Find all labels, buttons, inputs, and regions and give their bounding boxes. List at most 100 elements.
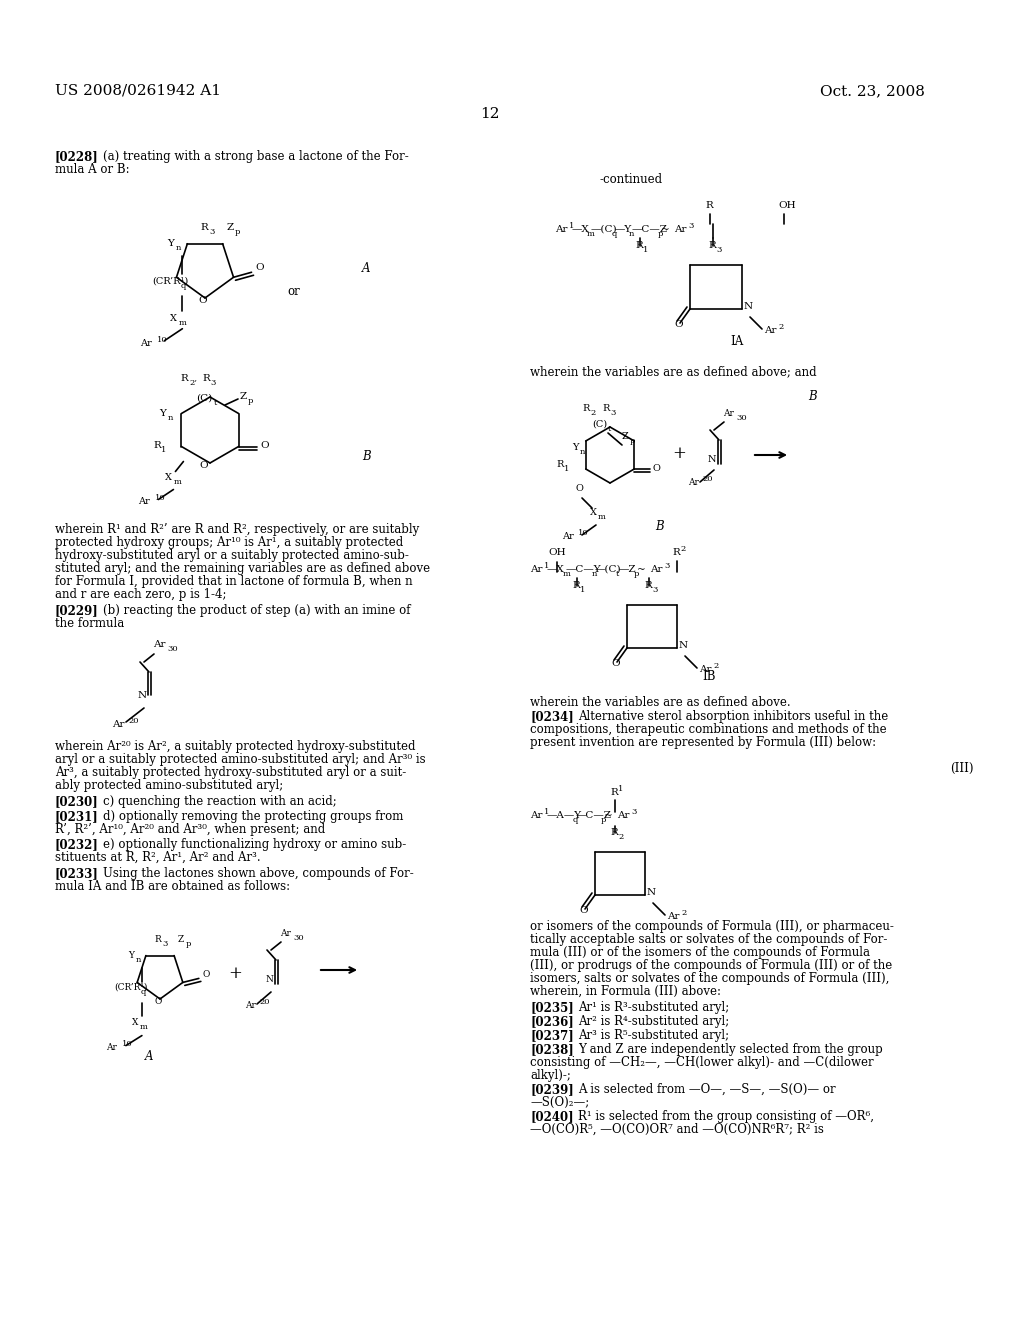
Text: or isomers of the compounds of Formula (III), or pharmaceu-: or isomers of the compounds of Formula (… [530,920,894,933]
Text: 1: 1 [643,246,648,253]
Text: X: X [166,473,172,482]
Text: -continued: -continued [600,173,664,186]
Text: compositions, therapeutic combinations and methods of the: compositions, therapeutic combinations a… [530,723,887,737]
Text: N: N [265,975,272,983]
Text: R: R [610,828,617,837]
Text: 2: 2 [681,909,686,917]
Text: (b) reacting the product of step (a) with an imine of: (b) reacting the product of step (a) wit… [103,605,411,616]
Text: O: O [652,465,660,473]
Text: Ar: Ar [723,409,734,418]
Text: Z: Z [178,935,184,944]
Text: (C): (C) [196,393,212,403]
Text: [0237]: [0237] [530,1030,573,1041]
Text: 3: 3 [631,808,636,816]
Text: 3: 3 [664,562,670,570]
Text: R: R [582,404,590,413]
Text: O: O [575,484,584,492]
Text: Ar³ is R⁵-substituted aryl;: Ar³ is R⁵-substituted aryl; [578,1030,729,1041]
Text: Ar: Ar [764,326,776,335]
Text: —X: —X [572,224,590,234]
Text: 10: 10 [158,335,168,343]
Text: m: m [563,570,570,578]
Text: [0231]: [0231] [55,810,98,822]
Text: Ar² is R⁴-substituted aryl;: Ar² is R⁴-substituted aryl; [578,1015,729,1028]
Text: —Y: —Y [615,224,632,234]
Text: 30: 30 [736,414,746,422]
Text: Ar: Ar [280,929,291,939]
Text: A: A [145,1049,154,1063]
Text: [0229]: [0229] [55,605,98,616]
Text: mula A or B:: mula A or B: [55,162,130,176]
Text: R¹ is selected from the group consisting of —OR⁶,: R¹ is selected from the group consisting… [578,1110,874,1123]
Text: R: R [202,374,210,383]
Text: n: n [580,447,586,455]
Text: R: R [556,459,563,469]
Text: wherein the variables are as defined above.: wherein the variables are as defined abo… [530,696,791,709]
Text: N: N [708,455,717,465]
Text: Ar: Ar [530,810,543,820]
Text: (a) treating with a strong base a lactone of the For-: (a) treating with a strong base a lacton… [103,150,409,162]
Text: Ar³, a suitably protected hydroxy-substituted aryl or a suit-: Ar³, a suitably protected hydroxy-substi… [55,766,407,779]
Text: [0230]: [0230] [55,795,98,808]
Text: 1: 1 [618,785,624,793]
Text: t: t [616,570,620,578]
Text: mula IA and IB are obtained as follows:: mula IA and IB are obtained as follows: [55,880,290,894]
Text: R: R [635,242,643,249]
Text: —C—Z: —C—Z [575,810,612,820]
Text: n: n [136,956,141,964]
Text: hydroxy-substituted aryl or a suitably protected amino-sub-: hydroxy-substituted aryl or a suitably p… [55,549,409,562]
Text: m: m [178,318,186,327]
Text: 2’: 2’ [189,379,197,387]
Text: IA: IA [730,335,743,348]
Text: Ar: Ar [699,665,712,675]
Text: wherein the variables are as defined above; and: wherein the variables are as defined abo… [530,366,816,378]
Text: B: B [362,450,371,463]
Text: stituted aryl; and the remaining variables are as defined above: stituted aryl; and the remaining variabl… [55,562,430,576]
Text: 3: 3 [162,940,168,948]
Text: p: p [234,228,240,236]
Text: the formula: the formula [55,616,124,630]
Text: consisting of —CH₂—, —CH(lower alkyl)- and —C(dilower: consisting of —CH₂—, —CH(lower alkyl)- a… [530,1056,873,1069]
Text: ably protected amino-substituted aryl;: ably protected amino-substituted aryl; [55,779,284,792]
Text: 1: 1 [544,562,549,570]
Text: 1: 1 [580,586,586,594]
Text: R: R [708,242,716,249]
Text: q: q [180,281,185,289]
Text: —(C): —(C) [591,224,617,234]
Text: 3: 3 [610,409,615,417]
Text: OH: OH [778,201,796,210]
Text: 1: 1 [564,465,569,473]
Text: n: n [629,230,635,238]
Text: present invention are represented by Formula (III) below:: present invention are represented by For… [530,737,877,748]
Text: 3: 3 [652,586,657,594]
Text: R: R [154,935,161,944]
Text: isomers, salts or solvates of the compounds of Formula (III),: isomers, salts or solvates of the compou… [530,972,890,985]
Text: R: R [644,581,651,590]
Text: 3: 3 [688,222,693,230]
Text: (III), or prodrugs of the compounds of Formula (III) or of the: (III), or prodrugs of the compounds of F… [530,960,892,972]
Text: q: q [573,816,579,824]
Text: [0228]: [0228] [55,150,98,162]
Text: 12: 12 [480,107,500,121]
Text: Y: Y [167,239,174,248]
Text: Ar: Ar [667,912,680,921]
Text: Ar: Ar [562,532,573,541]
Text: O: O [256,263,264,272]
Text: n: n [175,244,181,252]
Text: Y and Z are independently selected from the group: Y and Z are independently selected from … [578,1043,883,1056]
Text: Y: Y [572,444,579,451]
Text: ~: ~ [662,224,670,234]
Text: R’, R²’, Ar¹⁰, Ar²⁰ and Ar³⁰, when present; and: R’, R²’, Ar¹⁰, Ar²⁰ and Ar³⁰, when prese… [55,822,326,836]
Text: 20: 20 [128,717,138,725]
Text: Ar: Ar [530,565,543,574]
Text: R: R [154,441,161,450]
Text: Ar: Ar [674,224,686,234]
Text: B: B [808,389,816,403]
Text: O: O [203,970,210,979]
Text: N: N [138,690,147,700]
Text: 1: 1 [544,808,549,816]
Text: 10: 10 [122,1040,132,1048]
Text: O: O [579,906,588,915]
Text: X: X [170,314,177,322]
Text: (CR’R¹): (CR’R¹) [114,982,147,991]
